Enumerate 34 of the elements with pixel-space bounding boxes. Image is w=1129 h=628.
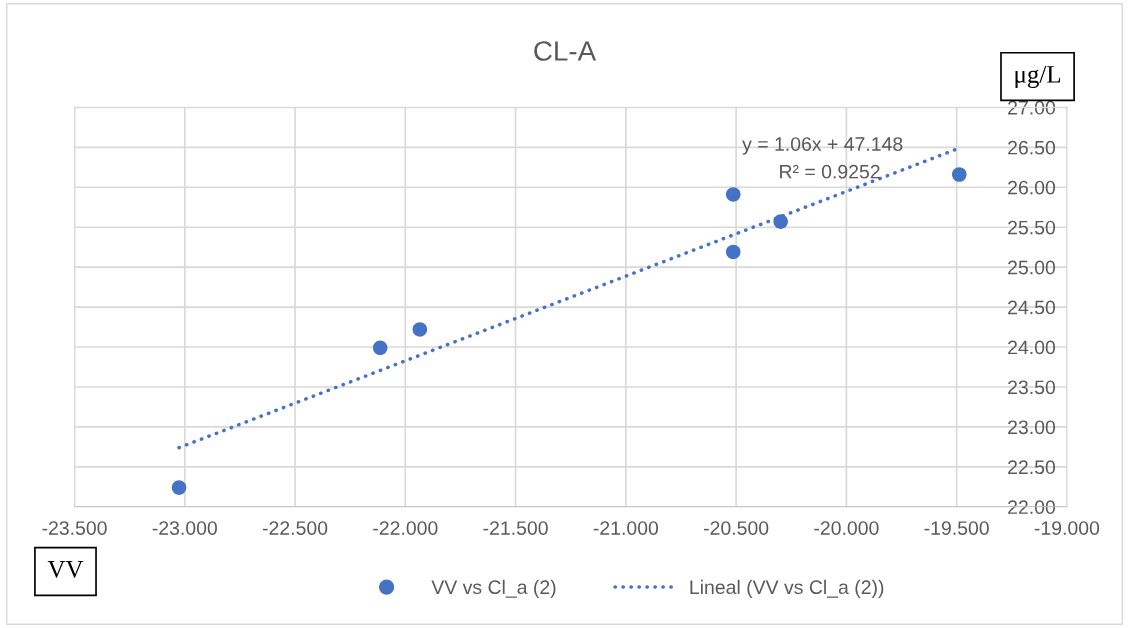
point: [725, 244, 741, 260]
x-tick-label: -23.500: [42, 521, 107, 535]
x-tick-label: -22.000: [373, 521, 438, 535]
y-tick-label: 26.50: [1008, 140, 1056, 155]
legend-label: Lineal (VV vs Cl_a (2)): [690, 579, 884, 598]
x-tick-label: -23.000: [152, 521, 217, 535]
x-tick-label: -20.000: [814, 521, 879, 535]
y-tick-label: 22.00: [1008, 500, 1056, 515]
y-tick-label: 23.00: [1008, 420, 1056, 435]
y-axis-title: μg/L: [1015, 66, 1061, 88]
x-tick-label: -19.500: [924, 521, 989, 535]
y-tick-label: 24.50: [1008, 300, 1056, 315]
point: [372, 340, 388, 356]
x-tick-label: -21.500: [483, 521, 548, 535]
x-tick-label: -21.000: [593, 521, 659, 535]
legend-label: VV vs Cl_a (2): [431, 579, 556, 598]
y-tick-label: 24.00: [1008, 340, 1056, 355]
x-tick-label: -19.000: [1034, 521, 1100, 535]
y-tick-label: 25.50: [1008, 220, 1056, 235]
x-axis-title: VV: [47, 561, 84, 578]
point: [171, 480, 187, 495]
point: [725, 187, 741, 202]
annotation: y = 1.06x + 47.148: [742, 137, 903, 155]
point: [952, 167, 967, 182]
y-tick-label: 26.00: [1008, 180, 1056, 195]
y-tick-label: 22.50: [1008, 460, 1056, 475]
x-tick-label: -20.500: [704, 521, 769, 535]
chart-title: CL-A: [534, 41, 597, 61]
x-tick-label: -22.500: [262, 521, 328, 535]
point: [773, 214, 788, 229]
y-tick-label: 25.00: [1008, 260, 1056, 275]
y-tick-label: 23.50: [1008, 380, 1056, 395]
point: [412, 322, 428, 337]
annotation: R² = 0.9252: [780, 164, 880, 179]
